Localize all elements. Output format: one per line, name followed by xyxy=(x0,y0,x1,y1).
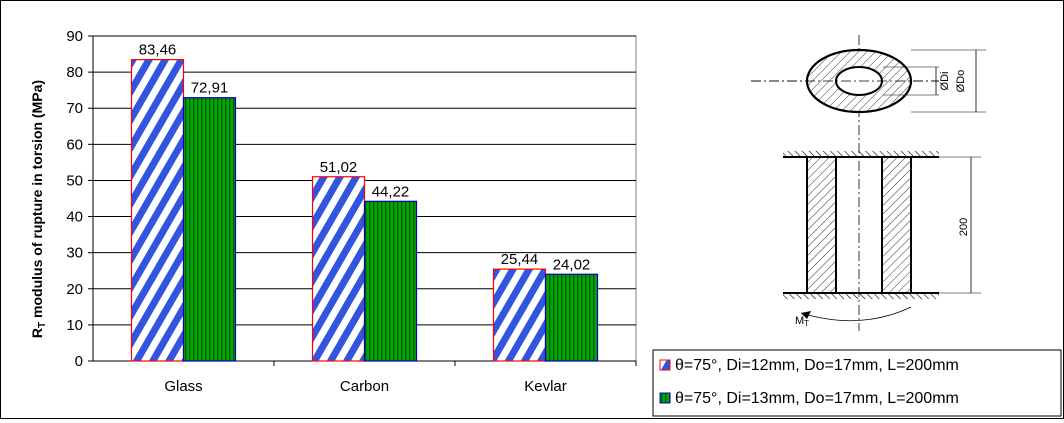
legend-label-series-1: θ=75°, Di=12mm, Do=17mm, L=200mm xyxy=(675,357,959,374)
y-axis-title: RT modulus of rupture in torsion (MPa) xyxy=(29,80,48,338)
legend-item-series-1: θ=75°, Di=12mm, Do=17mm, L=200mm xyxy=(659,357,959,374)
legend: θ=75°, Di=12mm, Do=17mm, L=200mm θ=75°, … xyxy=(652,349,1062,417)
tube-cross-section xyxy=(751,48,939,114)
legend-item-series-2: θ=75°, Di=13mm, Do=17mm, L=200mm xyxy=(659,390,959,407)
inner-diameter-label: ØDi xyxy=(939,72,951,91)
y-tick-label: 40 xyxy=(66,209,83,226)
y-tick-label: 0 xyxy=(75,353,83,370)
tube-side-view xyxy=(783,151,939,299)
data-label: 51,02 xyxy=(320,159,358,176)
y-tick-label: 70 xyxy=(66,100,83,117)
data-label: 83,46 xyxy=(139,42,177,59)
torque-arrow: MT xyxy=(795,306,912,328)
y-tick-label: 50 xyxy=(66,172,83,189)
torque-label: MT xyxy=(795,315,809,328)
x-category-label: Glass xyxy=(164,378,202,395)
data-label: 72,91 xyxy=(191,80,229,97)
outer-diameter-label: ØDo xyxy=(955,70,967,93)
specimen-diagram: ØDi ØDo 200 MT xyxy=(751,35,986,331)
bar xyxy=(130,59,185,362)
plot-area: 0 10 20 30 40 50 60 70 80 90 83,46 72,91 Glass 51,02 4… xyxy=(66,28,637,395)
data-label: 44,22 xyxy=(372,183,410,200)
x-category-label: Kevlar xyxy=(524,378,567,395)
x-category-label: Carbon xyxy=(340,378,389,395)
y-tick-label: 30 xyxy=(66,245,83,262)
legend-label-series-2: θ=75°, Di=13mm, Do=17mm, L=200mm xyxy=(675,390,959,407)
legend-swatch-series-1 xyxy=(659,359,671,371)
bar xyxy=(492,268,547,362)
bar xyxy=(311,176,366,362)
legend-swatch-series-2 xyxy=(659,392,671,404)
y-tick-label: 90 xyxy=(66,28,83,45)
y-tick-label: 10 xyxy=(66,317,83,334)
length-dimension: 200 xyxy=(939,156,981,294)
data-label: 25,44 xyxy=(501,251,539,268)
bar xyxy=(182,97,237,362)
bar xyxy=(363,200,418,362)
data-label: 24,02 xyxy=(553,256,591,273)
bar xyxy=(544,273,599,362)
length-label: 200 xyxy=(958,218,970,236)
y-tick-label: 80 xyxy=(66,64,83,81)
y-tick-label: 20 xyxy=(66,281,83,298)
y-tick-label: 60 xyxy=(66,136,83,153)
diameter-dimensions: ØDi ØDo xyxy=(883,49,986,113)
